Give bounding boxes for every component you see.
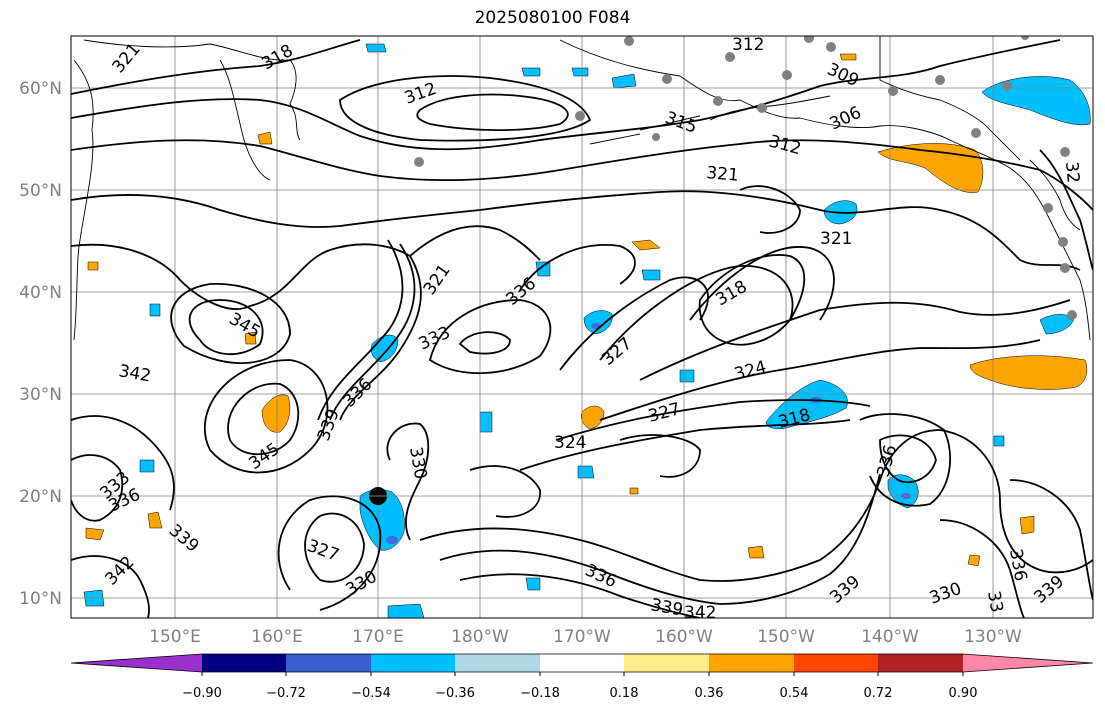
contour-label: 32 [1061, 161, 1083, 184]
contour-label: 342 [684, 603, 716, 623]
colorbar-segment [963, 654, 1093, 672]
contour-label: 312 [732, 35, 764, 55]
lat-tick-label: 60°N [19, 79, 62, 99]
lon-tick-label: 160°E [251, 627, 303, 647]
colorbar-segment [624, 654, 709, 672]
latitude-axis: 60°N 50°N 40°N 30°N 20°N 10°N [19, 79, 62, 609]
colorbar-segment [71, 654, 202, 672]
lat-tick-label: 20°N [19, 487, 62, 507]
colorbar-segment [455, 654, 540, 672]
contour-label: 339 [649, 595, 684, 620]
colorbar-segment [540, 654, 624, 672]
colorbar-tick-label: −0.18 [520, 686, 560, 701]
lat-tick-label: 40°N [19, 283, 62, 303]
lon-tick-label: 160°W [655, 627, 713, 647]
colorbar-tick-label: 0.54 [780, 686, 809, 701]
colorbar-tick-label: 0.90 [949, 686, 978, 701]
lon-tick-label: 140°W [861, 627, 919, 647]
colorbar-segment [202, 654, 286, 672]
contour-label: 321 [706, 163, 740, 186]
map-title: 2025080100 F084 [474, 8, 631, 28]
contour-label: 321 [820, 229, 852, 249]
lon-tick-label: 130°W [964, 627, 1022, 647]
station-markers [414, 36, 1077, 320]
colorbar-segment [709, 654, 794, 672]
cyclone-marker [366, 487, 390, 505]
contour-label: 324 [554, 433, 586, 453]
colorbar-tick-label: −0.90 [182, 686, 222, 701]
lon-tick-label: 150°E [149, 627, 201, 647]
positive-anomaly-shading [85, 53, 1088, 567]
negative-core-shading [386, 323, 911, 544]
graticule [71, 36, 1093, 618]
colorbar [70, 653, 1094, 676]
colorbar-tick-label: −0.54 [351, 686, 391, 701]
map-frame [70, 35, 1094, 619]
longitude-axis: 150°E 160°E 170°E 180°W 170°W 160°W 150°… [149, 627, 1022, 647]
colorbar-segment [878, 654, 963, 672]
colorbar-tick-label: 0.18 [610, 686, 639, 701]
colorbar-segment [371, 654, 455, 672]
lon-tick-label: 180°W [451, 627, 509, 647]
lon-tick-label: 170°E [352, 627, 404, 647]
lon-tick-label: 170°W [553, 627, 611, 647]
lon-tick-label: 150°W [757, 627, 815, 647]
lat-tick-label: 10°N [19, 589, 62, 609]
colorbar-segment [794, 654, 878, 672]
colorbar-tick-label: −0.36 [435, 686, 475, 701]
colorbar-segment [286, 654, 371, 672]
colorbar-tick-label: −0.72 [266, 686, 306, 701]
lat-tick-label: 30°N [19, 385, 62, 405]
colorbar-tick-label: 0.36 [695, 686, 724, 701]
height-contours [71, 39, 1093, 618]
contour-label: 33 [983, 589, 1006, 614]
colorbar-tick-labels: −0.90 −0.72 −0.54 −0.36 −0.18 0.18 0.36 … [182, 686, 977, 701]
lat-tick-label: 50°N [19, 181, 62, 201]
colorbar-tick-label: 0.72 [864, 686, 893, 701]
